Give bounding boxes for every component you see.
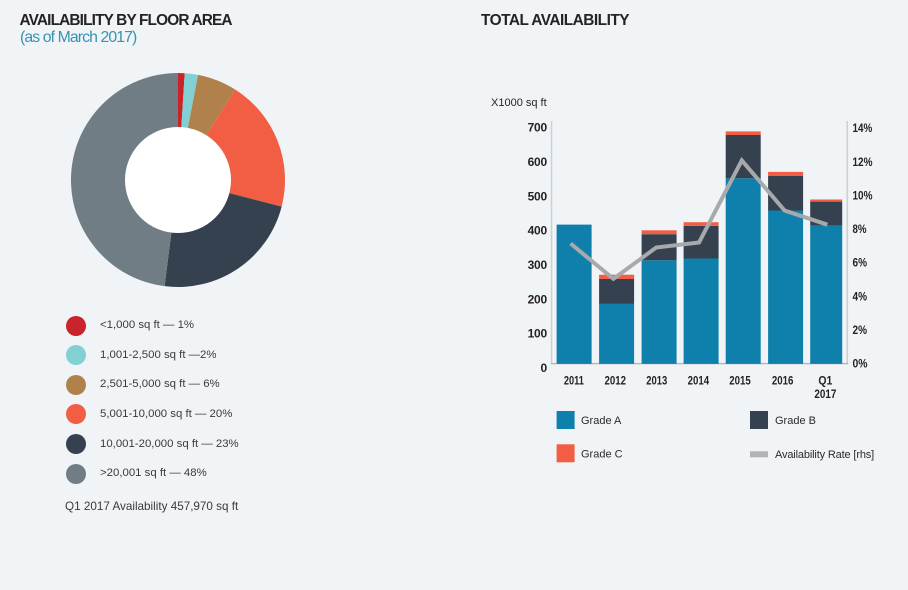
svg-text:Grade C: Grade C bbox=[581, 448, 623, 460]
svg-text:2012: 2012 bbox=[605, 374, 627, 388]
svg-text:200: 200 bbox=[528, 292, 548, 306]
svg-text:Availability Rate [rhs]: Availability Rate [rhs] bbox=[775, 449, 874, 461]
svg-text:Grade B: Grade B bbox=[775, 415, 816, 427]
svg-text:Q1: Q1 bbox=[818, 374, 832, 388]
svg-text:700: 700 bbox=[528, 121, 548, 135]
svg-text:2013: 2013 bbox=[646, 374, 667, 388]
svg-text:400: 400 bbox=[528, 224, 548, 238]
svg-text:14%: 14% bbox=[853, 121, 873, 135]
svg-text:100: 100 bbox=[528, 327, 548, 341]
svg-text:2015: 2015 bbox=[729, 374, 751, 388]
svg-text:2017: 2017 bbox=[814, 387, 836, 401]
svg-text:2011: 2011 bbox=[564, 374, 584, 388]
svg-text:0%: 0% bbox=[853, 357, 868, 371]
svg-text:X1000 sq ft: X1000 sq ft bbox=[491, 97, 547, 109]
svg-text:8%: 8% bbox=[853, 222, 867, 236]
svg-text:10%: 10% bbox=[853, 188, 873, 202]
svg-text:600: 600 bbox=[528, 155, 548, 169]
svg-text:6%: 6% bbox=[853, 256, 868, 270]
svg-text:12%: 12% bbox=[853, 155, 873, 169]
svg-text:4%: 4% bbox=[853, 289, 868, 303]
svg-text:2%: 2% bbox=[853, 323, 868, 337]
svg-text:2016: 2016 bbox=[772, 374, 794, 388]
svg-text:2014: 2014 bbox=[688, 374, 710, 388]
svg-text:Grade A: Grade A bbox=[581, 415, 622, 427]
svg-text:300: 300 bbox=[528, 258, 548, 272]
svg-text:500: 500 bbox=[528, 189, 548, 203]
svg-text:0: 0 bbox=[541, 361, 548, 375]
